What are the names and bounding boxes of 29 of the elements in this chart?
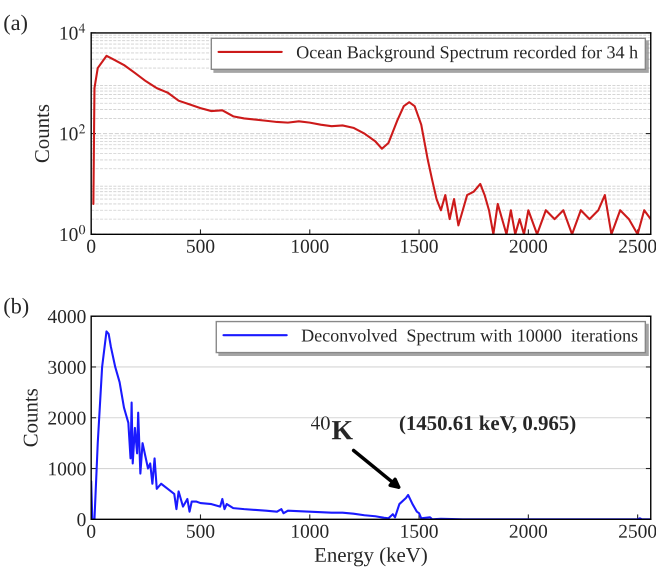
y-tick-label: 1000 [49, 462, 86, 476]
y-tick-label: 10$^{4}$ [60, 23, 86, 40]
annotation: (1450.61 keV, 0.965) [400, 415, 576, 434]
legend-label: Ocean Background Spectrum recorded for 34 h [296, 46, 638, 62]
x-tick-label: 0 [87, 524, 96, 538]
annotation: $^{40}$K [311, 416, 353, 440]
y-tick-label: 10$^{2}$ [60, 124, 86, 140]
y-axis-title: Counts [35, 104, 50, 162]
x-tick-label: 500 [187, 240, 214, 253]
legend-label: Deconvolved Spectrum with 10000 iterations [302, 328, 638, 346]
x-tick-label: 2000 [510, 524, 548, 538]
x-axis-title: Energy (keV) [314, 547, 427, 566]
x-tick-label: 2000 [510, 240, 548, 253]
y-tick-label: 0 [77, 513, 86, 526]
y-tick-label: 4000 [48, 310, 86, 324]
x-tick-label: 2500 [619, 240, 656, 253]
chart-title: (b) [4, 298, 28, 318]
x-tick-label: 0 [87, 240, 96, 253]
y-axis-title: Counts [24, 388, 38, 446]
x-tick-label: 1000 [292, 524, 328, 538]
y-tick-label: 2000 [48, 412, 86, 425]
x-tick-label: 500 [187, 524, 214, 538]
y-tick-label: 3000 [48, 360, 86, 374]
x-tick-label: 1500 [401, 240, 438, 253]
chart-title: (a) [4, 14, 27, 35]
y-tick-label: 10$^{0}$ [60, 224, 86, 242]
x-tick-label: 1000 [292, 240, 328, 253]
x-tick-label: 1500 [401, 524, 438, 538]
x-tick-label: 2500 [619, 524, 656, 538]
